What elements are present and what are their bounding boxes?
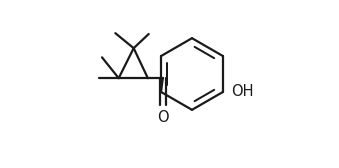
Text: O: O — [157, 110, 168, 125]
Text: OH: OH — [231, 84, 254, 99]
